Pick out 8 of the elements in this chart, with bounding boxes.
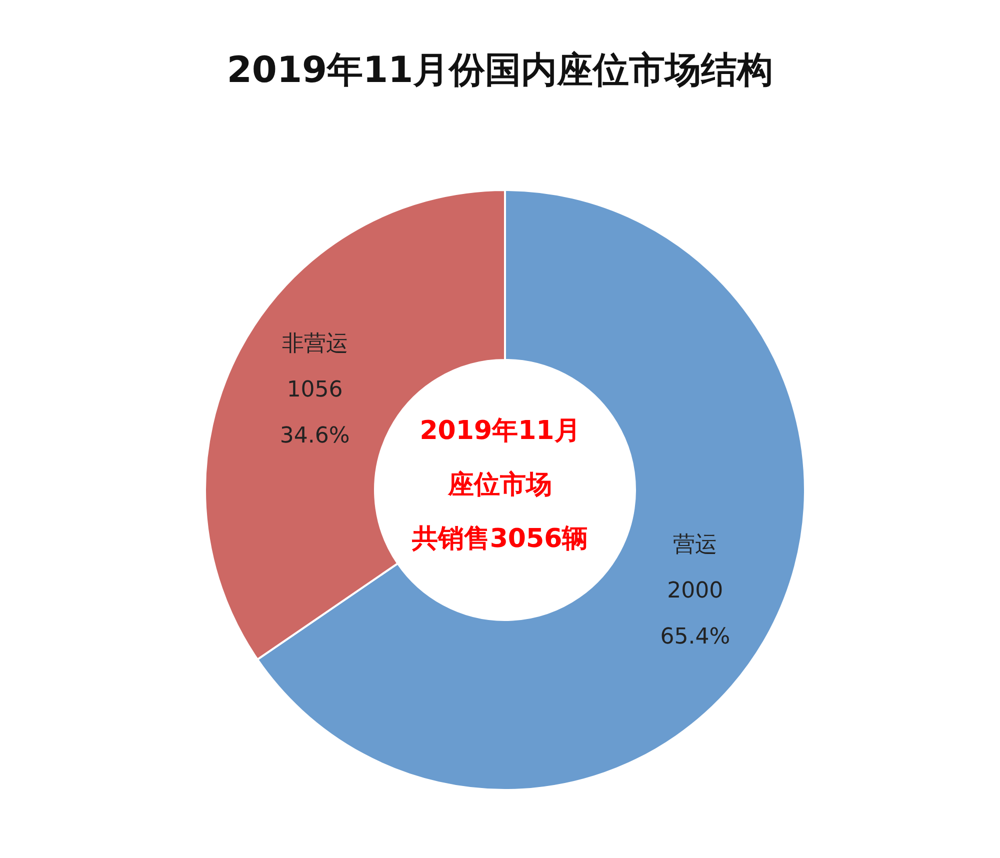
text: 座位市场 bbox=[446, 469, 553, 502]
data-label: 1056 34.6% bbox=[280, 377, 350, 448]
text: 共销售3056辆 bbox=[410, 523, 590, 556]
slice-label: 营运 bbox=[673, 532, 718, 557]
slice-label: 非营运 bbox=[282, 331, 348, 356]
chart-title: 2019年11月份国内座位市场结构 bbox=[226, 49, 774, 93]
data-label: 2000 65.4% bbox=[660, 578, 730, 649]
text: 2019年11月 bbox=[418, 415, 582, 448]
